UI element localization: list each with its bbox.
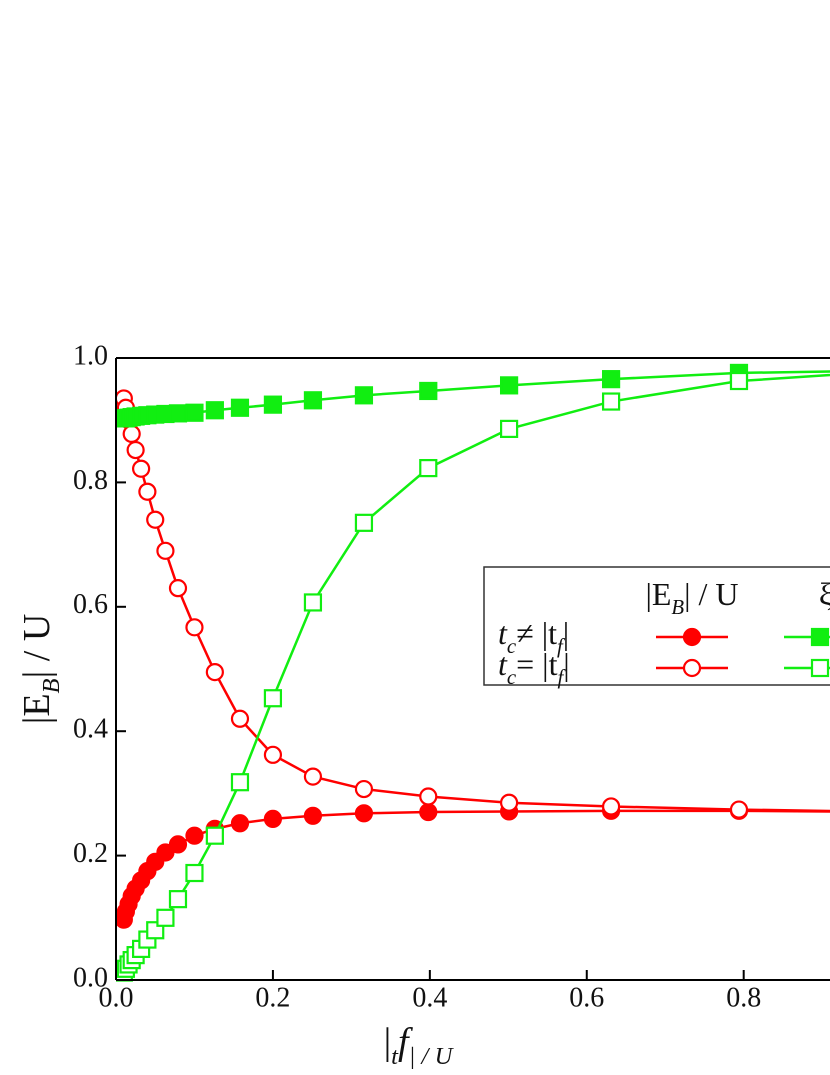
legend-marker (682, 658, 702, 678)
marker (263, 809, 283, 829)
marker (354, 779, 374, 799)
legend-row-part: ≠ |t (516, 615, 557, 651)
marker (168, 404, 188, 423)
marker (156, 541, 175, 560)
marker (354, 804, 374, 823)
marker (230, 773, 250, 792)
marker (499, 376, 519, 395)
marker (230, 814, 250, 833)
marker (156, 843, 175, 862)
legend (483, 566, 830, 686)
legend-row-part: = |t (516, 646, 557, 682)
y-tick-label: 0.2 (73, 838, 108, 869)
x-axis-label-part: | / U (409, 1043, 455, 1070)
legend-box (483, 566, 830, 686)
marker (168, 835, 188, 854)
marker (132, 459, 151, 478)
plot-area (116, 363, 830, 982)
marker (419, 458, 438, 478)
legend-marker (810, 658, 830, 678)
y-axis-label-part: B (38, 678, 65, 693)
legend-column: |EB| / U (645, 576, 738, 619)
marker (185, 826, 204, 845)
marker (185, 863, 204, 883)
legend-row-part: c (507, 666, 516, 689)
legend-column-part: ξ (819, 576, 830, 612)
legend-row-part: f (557, 635, 566, 658)
legend-column-part: B (671, 596, 684, 619)
x-tick-label: 0.0 (99, 982, 134, 1013)
x-axis-label-part: | (384, 1021, 392, 1063)
legend-row: tc≠ |tf| (498, 615, 569, 658)
marker (146, 510, 165, 529)
legend-marker (810, 627, 830, 647)
marker (499, 793, 519, 812)
x-axis-label-part: t (391, 1043, 399, 1070)
marker (230, 398, 250, 417)
marker (601, 797, 621, 816)
x-tick-label: 0.6 (569, 982, 604, 1013)
legend-row: tc= |tf| (498, 646, 570, 689)
marker (230, 709, 250, 728)
marker (303, 767, 323, 786)
marker (601, 370, 621, 389)
legend-row-part: c (507, 635, 516, 658)
marker (205, 401, 224, 420)
x-tick-label: 0.4 (412, 982, 447, 1013)
marker (354, 386, 374, 405)
legend-row-part: f (557, 666, 566, 689)
legend-row-part: t (498, 615, 508, 651)
marker (303, 593, 323, 612)
y-axis-label-part: |E (16, 693, 58, 724)
legend-column-part: | / U (684, 576, 738, 612)
marker (168, 890, 188, 909)
x-tick-label: 0.2 (255, 982, 290, 1013)
marker (303, 391, 323, 410)
legend-row-part: t (498, 646, 508, 682)
series-line (122, 809, 830, 920)
series-line (123, 370, 830, 420)
marker (419, 802, 438, 822)
marker (729, 800, 749, 819)
legend-column-part: |E (645, 576, 671, 612)
marker (419, 381, 438, 401)
marker (263, 745, 283, 764)
marker (263, 395, 283, 414)
marker (185, 618, 204, 637)
y-tick-label: 0.0 (73, 962, 108, 993)
marker (205, 663, 224, 682)
y-tick-label: 1.0 (73, 340, 108, 371)
y-tick-label: 0.8 (73, 465, 108, 496)
marker (354, 513, 374, 532)
marker (263, 689, 283, 708)
marker (499, 419, 519, 439)
marker (126, 440, 145, 460)
y-tick-label: 0.4 (73, 714, 108, 745)
marker (205, 826, 224, 845)
marker (601, 392, 621, 411)
marker (729, 371, 749, 391)
marker (185, 403, 204, 422)
marker (156, 908, 175, 927)
y-axis-label: |EB| / U (16, 614, 65, 725)
x-axis-label: |tf| / U (384, 1021, 455, 1070)
marker (168, 579, 188, 598)
legend-row-part: | (563, 646, 569, 682)
marker (303, 806, 323, 825)
legend-column: ξ (819, 576, 830, 612)
marker (122, 424, 141, 443)
legend-row-part: | (563, 615, 569, 651)
x-tick-label: 0.8 (726, 982, 761, 1013)
marker (138, 482, 157, 501)
y-axis-label-part: | / U (16, 614, 58, 679)
y-tick-label: 0.6 (73, 589, 108, 620)
marker (419, 787, 438, 806)
legend-marker (682, 627, 702, 647)
